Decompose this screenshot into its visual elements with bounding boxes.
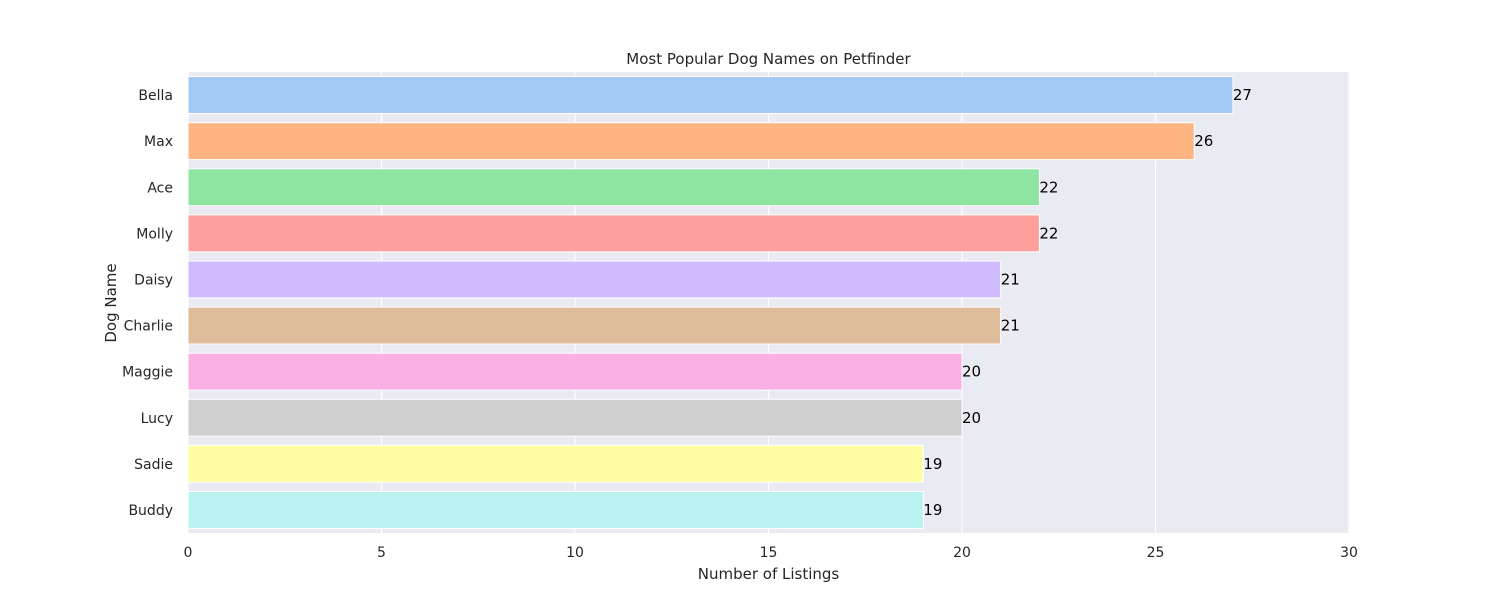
y-tick-label: Lucy: [141, 411, 173, 427]
x-tick-label: 25: [1147, 545, 1165, 561]
bar-value-label: 20: [962, 363, 981, 381]
bar-sadie: [187, 444, 924, 483]
bar-value-label: 22: [1039, 224, 1058, 242]
bar-ace: [187, 168, 1040, 207]
x-tick-label: 20: [953, 545, 971, 561]
x-tick-label: 30: [1340, 545, 1358, 561]
x-tick-label: 15: [760, 545, 778, 561]
x-tick-label: 10: [566, 545, 584, 561]
y-tick-label: Daisy: [134, 272, 173, 288]
bar-value-label: 22: [1039, 178, 1058, 196]
y-tick-label: Ace: [147, 180, 173, 196]
y-tick-label: Bella: [138, 88, 173, 104]
y-axis-title: Dog Name: [102, 263, 120, 342]
bar-value-label: 27: [1233, 86, 1252, 104]
bar-lucy: [187, 398, 963, 437]
bar-value-label: 21: [1001, 270, 1020, 288]
y-tick-label: Charlie: [124, 319, 173, 335]
x-tick-labels: 0 5 10 15 20 25 30: [184, 545, 1358, 561]
y-tick-label: Max: [144, 134, 173, 150]
chart-title: Most Popular Dog Names on Petfinder: [626, 50, 911, 68]
bar-value-labels: 27 26 22 22 21 21 20 20 19 19: [923, 86, 1252, 519]
bar-max: [187, 122, 1195, 161]
x-tick-label: 5: [377, 545, 386, 561]
bar-charlie: [187, 306, 1002, 345]
bar-value-label: 20: [962, 409, 981, 427]
y-tick-labels: Bella Max Ace Molly Daisy Charlie Maggie Lucy Sa…: [122, 88, 173, 519]
bar-value-label: 26: [1194, 132, 1213, 150]
bar-value-label: 19: [923, 501, 942, 519]
bar-daisy: [187, 260, 1002, 299]
y-tick-label: Buddy: [128, 503, 173, 519]
x-axis-title: Number of Listings: [698, 565, 840, 583]
bars: [187, 76, 1234, 529]
bar-bella: [187, 76, 1234, 114]
bar-maggie: [187, 352, 963, 391]
x-tick-label: 0: [184, 545, 193, 561]
bar-buddy: [187, 491, 924, 529]
y-tick-label: Sadie: [134, 457, 173, 473]
bar-value-label: 19: [923, 455, 942, 473]
bar-molly: [187, 214, 1040, 253]
y-tick-label: Maggie: [122, 365, 173, 381]
bar-value-label: 21: [1001, 317, 1020, 335]
y-tick-label: Molly: [136, 226, 173, 242]
